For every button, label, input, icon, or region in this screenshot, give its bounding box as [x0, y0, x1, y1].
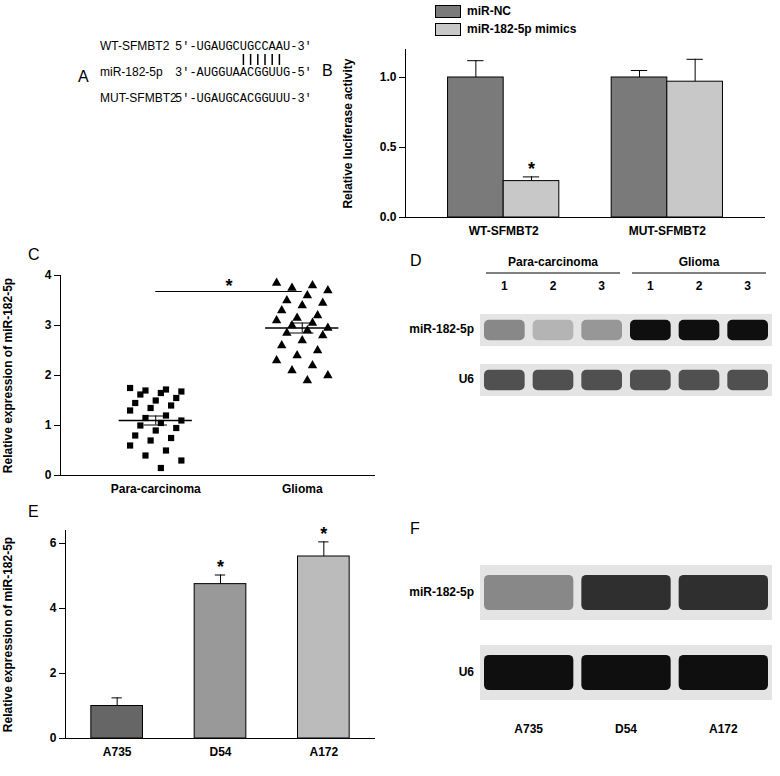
svg-text:Para-carcinoma: Para-carcinoma [111, 482, 201, 496]
html-text:A: A [78, 68, 89, 85]
html-text:F: F [410, 520, 420, 537]
svg-text:5'-UGAUGCUGCCAAU-3': 5'-UGAUGCUGCCAAU-3' [175, 40, 312, 54]
html-text:miR-NC: miR-NC [467, 4, 511, 18]
svg-text:0.5: 0.5 [380, 140, 397, 154]
svg-text:4: 4 [45, 268, 52, 282]
svg-text:2: 2 [696, 279, 703, 293]
svg-text:3: 3 [598, 279, 605, 293]
svg-text:2: 2 [45, 368, 52, 382]
svg-text:Relative expression of miR-182: Relative expression of miR-182-5p [1, 537, 15, 732]
svg-text:MUT-SFMBT2: MUT-SFMBT2 [100, 91, 177, 105]
svg-text:2: 2 [50, 666, 57, 680]
svg-text:0: 0 [45, 468, 52, 482]
svg-text:Relative luciferase activity: Relative luciferase activity [341, 58, 355, 208]
svg-text:1: 1 [45, 418, 52, 432]
svg-text:A172: A172 [709, 722, 738, 736]
html-text:miR-182-5p mimics: miR-182-5p mimics [467, 22, 577, 36]
svg-text:*: * [217, 557, 224, 577]
svg-text:MUT-SFMBT2: MUT-SFMBT2 [629, 224, 707, 238]
svg-text:Para-carcinoma: Para-carcinoma [508, 255, 598, 269]
svg-text:*: * [320, 524, 327, 544]
svg-text:1.0: 1.0 [380, 70, 397, 84]
svg-text:Glioma: Glioma [679, 255, 720, 269]
html-text:B: B [322, 62, 333, 79]
svg-text:Glioma: Glioma [282, 482, 323, 496]
svg-text:U6: U6 [459, 372, 475, 386]
svg-text:D54: D54 [615, 722, 637, 736]
html-text:C: C [28, 246, 40, 263]
svg-text:A735: A735 [103, 745, 132, 759]
html-text:E: E [28, 503, 39, 520]
svg-text:4: 4 [50, 601, 57, 615]
svg-text:1: 1 [647, 279, 654, 293]
svg-text:*: * [528, 159, 535, 179]
svg-text:A172: A172 [309, 745, 338, 759]
svg-text:3: 3 [744, 279, 751, 293]
svg-text:WT-SFMBT2: WT-SFMBT2 [100, 39, 170, 53]
html-text:D: D [410, 252, 422, 269]
svg-text:Relative expression of miR-182: Relative expression of miR-182-5p [1, 278, 15, 473]
svg-text:2: 2 [550, 279, 557, 293]
svg-text:miR-182-5p: miR-182-5p [409, 585, 474, 599]
svg-text:3: 3 [45, 318, 52, 332]
svg-text:*: * [225, 276, 232, 296]
svg-text:0: 0 [50, 731, 57, 745]
svg-text:miR-182-5p: miR-182-5p [100, 65, 163, 79]
svg-text:A735: A735 [514, 722, 543, 736]
svg-text:WT-SFMBT2: WT-SFMBT2 [469, 224, 539, 238]
svg-text:3'-AUGGUAACGGUUG-5': 3'-AUGGUAACGGUUG-5' [175, 66, 312, 80]
svg-text:1: 1 [501, 279, 508, 293]
svg-text:U6: U6 [459, 665, 475, 679]
svg-text:5'-UGAUGCACGGUUU-3': 5'-UGAUGCACGGUUU-3' [175, 92, 312, 106]
svg-text:D54: D54 [209, 745, 231, 759]
svg-text:0.0: 0.0 [380, 210, 397, 224]
svg-text:miR-182-5p: miR-182-5p [409, 322, 474, 336]
svg-text:6: 6 [50, 536, 57, 550]
